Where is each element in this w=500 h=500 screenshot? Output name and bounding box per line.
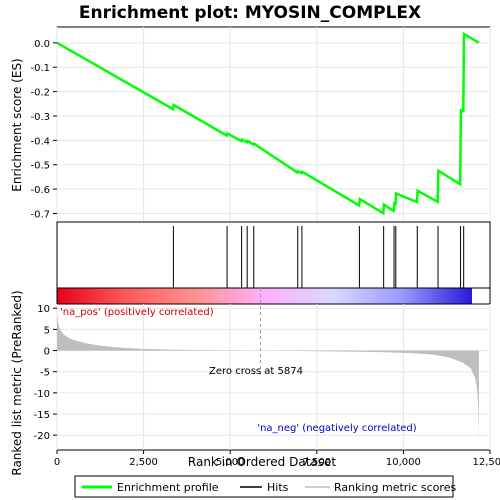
x-tick-label: 7,500	[302, 457, 331, 468]
ranked-metric-panel: 10 5 0 -5 -10 -15 -20 0 2,500 5,000 7,500 10,000 12…	[10, 288, 500, 476]
legend-label-enrichment: Enrichment profile	[117, 481, 219, 494]
negative-correlation-label: 'na_neg' (negatively correlated)	[257, 423, 416, 434]
x-tick-label: 10,000	[386, 457, 421, 468]
enrichment-score-panel: 0.0 -0.1 -0.2 -0.3 -0.4 -0.5 -0.6 -0.7 Enrichme…	[10, 26, 491, 223]
es-y-axis-label: Enrichment score (ES)	[10, 58, 24, 191]
x-tick-label: 2,500	[129, 457, 158, 468]
metric-y-tick-label: 0	[44, 347, 50, 358]
x-tick-label: 12,500	[473, 457, 500, 468]
positive-correlation-label: 'na_pos' (positively correlated)	[60, 307, 214, 318]
es-y-tick-label: -0.2	[30, 88, 50, 99]
x-tick-label: 0	[54, 457, 60, 468]
hits-panel	[56, 221, 491, 289]
es-y-tick-label: -0.1	[30, 63, 50, 74]
enrichment-profile-line	[56, 31, 480, 216]
metric-y-tick-label: -15	[34, 410, 50, 421]
metric-y-tick-label: -20	[34, 431, 50, 442]
metric-y-tick-label: -10	[34, 389, 50, 400]
es-y-tick-label: -0.6	[30, 185, 50, 196]
es-y-tick-label: -0.7	[30, 209, 50, 220]
metric-y-tick-label: 5	[44, 325, 50, 336]
metric-y-axis-label: Ranked list metric (PreRanked)	[10, 290, 24, 475]
legend: Enrichment profile Hits Ranking metric s…	[74, 475, 456, 498]
ranking-color-bar	[57, 288, 472, 304]
legend-label-ranking: Ranking metric scores	[334, 481, 456, 494]
zero-cross-label: Zero cross at 5874	[209, 366, 303, 377]
es-plot-frame	[56, 26, 491, 223]
x-tick-label: 5,000	[216, 457, 245, 468]
es-y-tick-label: -0.3	[30, 112, 50, 123]
legend-box	[74, 475, 454, 498]
es-y-tick-label: -0.4	[30, 136, 50, 147]
es-y-tick-label: -0.5	[30, 161, 50, 172]
chart-title: Enrichment plot: MYOSIN_COMPLEX	[79, 3, 421, 23]
es-y-tick-label: 0.0	[34, 39, 50, 50]
x-axis-label: Rank in Ordered Dataset	[188, 455, 336, 469]
metric-y-tick-label: 10	[37, 304, 50, 315]
hits-frame	[56, 221, 491, 289]
metric-plot-frame	[56, 303, 491, 451]
metric-y-tick-label: -5	[40, 368, 50, 379]
legend-label-hits: Hits	[267, 481, 289, 494]
